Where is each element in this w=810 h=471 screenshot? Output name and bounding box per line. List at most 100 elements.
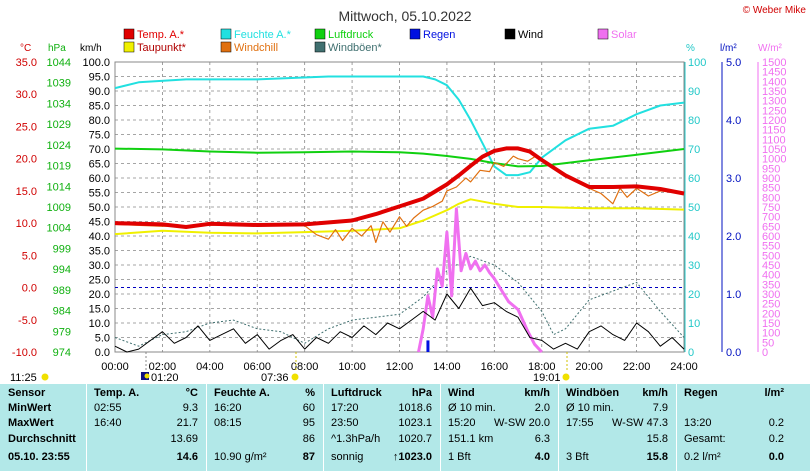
table-header: Luftdruck	[331, 387, 382, 399]
table-cell-value: 7.9	[652, 402, 668, 414]
series-taupunkt	[114, 198, 685, 236]
solar-tick-label: 300	[762, 289, 780, 301]
legend-label: Feuchte A.*	[234, 29, 292, 41]
solar-tick-label: 800	[762, 192, 780, 204]
table-cell-value: 1023.1	[398, 417, 432, 429]
solar-tick-label: 500	[762, 250, 780, 262]
table-header-unit: hPa	[411, 387, 432, 399]
wind-tick-label: 20.0	[89, 289, 110, 301]
humidity-tick-label: 80	[688, 115, 700, 127]
temp-tick-label: 0.0	[22, 283, 37, 295]
solar-tick-label: 350	[762, 279, 780, 291]
table-cell: 15:20	[448, 417, 476, 429]
table-column-separator	[323, 384, 324, 471]
legend-swatch	[409, 28, 421, 40]
table-cell: 17:55	[566, 417, 594, 429]
table-row-label: MinWert	[8, 402, 52, 414]
sunset-time: 19:01	[533, 372, 561, 384]
solar-tick-label: 750	[762, 202, 780, 214]
wind-tick-label: 0.0	[95, 347, 110, 359]
solar-tick-label: 1400	[762, 76, 786, 88]
pressure-tick-label: 994	[53, 264, 71, 276]
wind-tick-label: 15.0	[89, 304, 110, 316]
legend-label: Taupunkt*	[137, 42, 187, 54]
wind-tick-label: 5.0	[95, 333, 110, 345]
table-cell: ^1.3hPa/h	[331, 433, 381, 445]
wind-tick-label: 80.0	[89, 115, 110, 127]
rain-tick-label: 4.0	[726, 115, 741, 127]
x-tick-label: 22:00	[623, 361, 651, 373]
wind-tick-label: 25.0	[89, 275, 110, 287]
legend-label: Luftdruck	[328, 29, 374, 41]
solar-tick-label: 1250	[762, 105, 786, 117]
humidity-tick-label: 0	[688, 347, 694, 359]
chart-title: Mittwoch, 05.10.2022	[338, 8, 471, 24]
temp-tick-label: 10.0	[16, 218, 37, 230]
rain-tick-label: 5.0	[726, 57, 741, 69]
legend-swatch	[504, 28, 516, 40]
rain-tick-label: 2.0	[726, 231, 741, 243]
table-cell: 08:15	[214, 417, 242, 429]
table-cell-value: 2.0	[534, 402, 550, 414]
table-column-separator	[206, 384, 207, 471]
x-tick-label: 04:00	[196, 361, 224, 373]
pressure-tick-label: 1004	[47, 223, 71, 235]
x-tick-label: 06:00	[243, 361, 271, 373]
legend-swatch	[123, 41, 135, 53]
table-cell-value: 15.8	[646, 433, 668, 445]
table-header-unit: km/h	[642, 387, 668, 399]
wind-tick-label: 45.0	[89, 217, 110, 229]
solar-tick-label: 1450	[762, 67, 786, 79]
wind-tick-label: 10.0	[89, 318, 110, 330]
x-tick-label: 02:00	[149, 361, 177, 373]
temp-tick-label: -5.0	[18, 315, 37, 327]
legend-swatch	[597, 28, 609, 40]
solar-tick-label: 450	[762, 260, 780, 272]
table-cell: 02:55	[94, 402, 122, 414]
table-cell-value: 86	[302, 433, 315, 445]
rain-tick-label: 3.0	[726, 173, 741, 185]
grid	[114, 61, 685, 353]
series-layer	[114, 75, 685, 354]
temp-tick-label: 25.0	[16, 121, 37, 133]
moonrise-moon-icon	[144, 373, 150, 379]
series-wind	[114, 287, 685, 353]
wind-tick-label: 65.0	[89, 159, 110, 171]
wind-tick-label: 75.0	[89, 130, 110, 142]
legend-label: Temp. A.*	[137, 29, 185, 41]
solar-tick-label: 200	[762, 308, 780, 320]
table-header: Temp. A.	[94, 387, 140, 399]
table-cell: Gesamt:	[684, 433, 726, 445]
solar-tick-label: 1500	[762, 57, 786, 69]
table-cell-value: 6.3	[534, 433, 550, 445]
legend-swatch	[314, 41, 326, 53]
wind-tick-label: 85.0	[89, 101, 110, 113]
solar-tick-label: 1100	[762, 134, 786, 146]
rain-bar	[426, 340, 430, 352]
table-cell-value: 15.8	[646, 451, 668, 463]
temp-tick-label: 5.0	[22, 250, 37, 262]
sunrise-time: 07:36	[261, 372, 289, 384]
temp-tick-label: 15.0	[16, 186, 37, 198]
humidity-unit: %	[686, 43, 695, 54]
pressure-tick-label: 1009	[47, 202, 71, 214]
table-cell-value: 21.7	[176, 417, 198, 429]
table-header: Feuchte A.	[214, 387, 270, 399]
axes: 00:00 02:00 04:00 06:00 08:00 10:00 12:00 14:00…	[12, 57, 787, 373]
temp-tick-label: 35.0	[16, 57, 37, 69]
temp-tick-label: 30.0	[16, 89, 37, 101]
pressure-tick-label: 1014	[47, 181, 71, 193]
series-windb-en	[114, 255, 685, 347]
table-header: Wind	[448, 387, 475, 399]
rain-tick-label: 0.0	[726, 347, 741, 359]
humidity-tick-label: 20	[688, 289, 700, 301]
table-cell-value: 60	[302, 402, 315, 414]
wind-tick-label: 40.0	[89, 231, 110, 243]
table-cell: 17:20	[331, 402, 359, 414]
x-tick-label: 14:00	[433, 361, 461, 373]
humidity-tick-label: 70	[688, 144, 700, 156]
pressure-tick-label: 989	[53, 285, 71, 297]
credit-label: © Weber Mike	[743, 5, 807, 16]
table-column-separator	[558, 384, 559, 471]
wind-tick-label: 35.0	[89, 246, 110, 258]
